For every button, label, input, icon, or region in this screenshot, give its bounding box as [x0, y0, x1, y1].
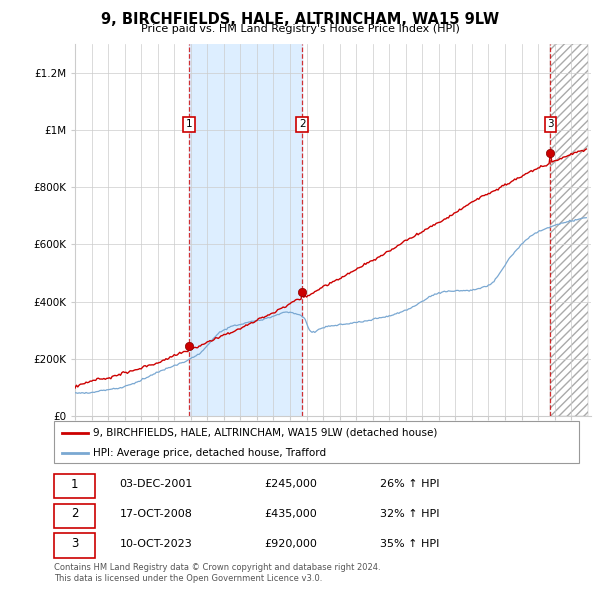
Text: 35% ↑ HPI: 35% ↑ HPI — [380, 539, 439, 549]
Text: 2: 2 — [299, 119, 306, 129]
Text: 32% ↑ HPI: 32% ↑ HPI — [380, 509, 439, 519]
Text: £245,000: £245,000 — [264, 479, 317, 489]
FancyBboxPatch shape — [54, 533, 95, 558]
Text: 9, BIRCHFIELDS, HALE, ALTRINCHAM, WA15 9LW: 9, BIRCHFIELDS, HALE, ALTRINCHAM, WA15 9… — [101, 12, 499, 27]
Text: 17-OCT-2008: 17-OCT-2008 — [119, 509, 193, 519]
Bar — [550, 44, 587, 416]
Text: 3: 3 — [547, 119, 554, 129]
Text: 26% ↑ HPI: 26% ↑ HPI — [380, 479, 439, 489]
Text: Price paid vs. HM Land Registry's House Price Index (HPI): Price paid vs. HM Land Registry's House … — [140, 24, 460, 34]
FancyBboxPatch shape — [54, 474, 95, 498]
Text: 9, BIRCHFIELDS, HALE, ALTRINCHAM, WA15 9LW (detached house): 9, BIRCHFIELDS, HALE, ALTRINCHAM, WA15 9… — [94, 428, 438, 438]
Text: 1: 1 — [71, 477, 78, 490]
Bar — [550, 44, 587, 416]
Bar — [190, 44, 302, 416]
Text: 3: 3 — [71, 537, 78, 550]
FancyBboxPatch shape — [54, 504, 95, 528]
Text: 2: 2 — [71, 507, 78, 520]
Text: 1: 1 — [186, 119, 193, 129]
Text: HPI: Average price, detached house, Trafford: HPI: Average price, detached house, Traf… — [94, 448, 326, 457]
Text: £920,000: £920,000 — [264, 539, 317, 549]
Text: £435,000: £435,000 — [264, 509, 317, 519]
Text: 10-OCT-2023: 10-OCT-2023 — [119, 539, 193, 549]
Text: Contains HM Land Registry data © Crown copyright and database right 2024.
This d: Contains HM Land Registry data © Crown c… — [54, 563, 380, 583]
Text: 03-DEC-2001: 03-DEC-2001 — [119, 479, 193, 489]
